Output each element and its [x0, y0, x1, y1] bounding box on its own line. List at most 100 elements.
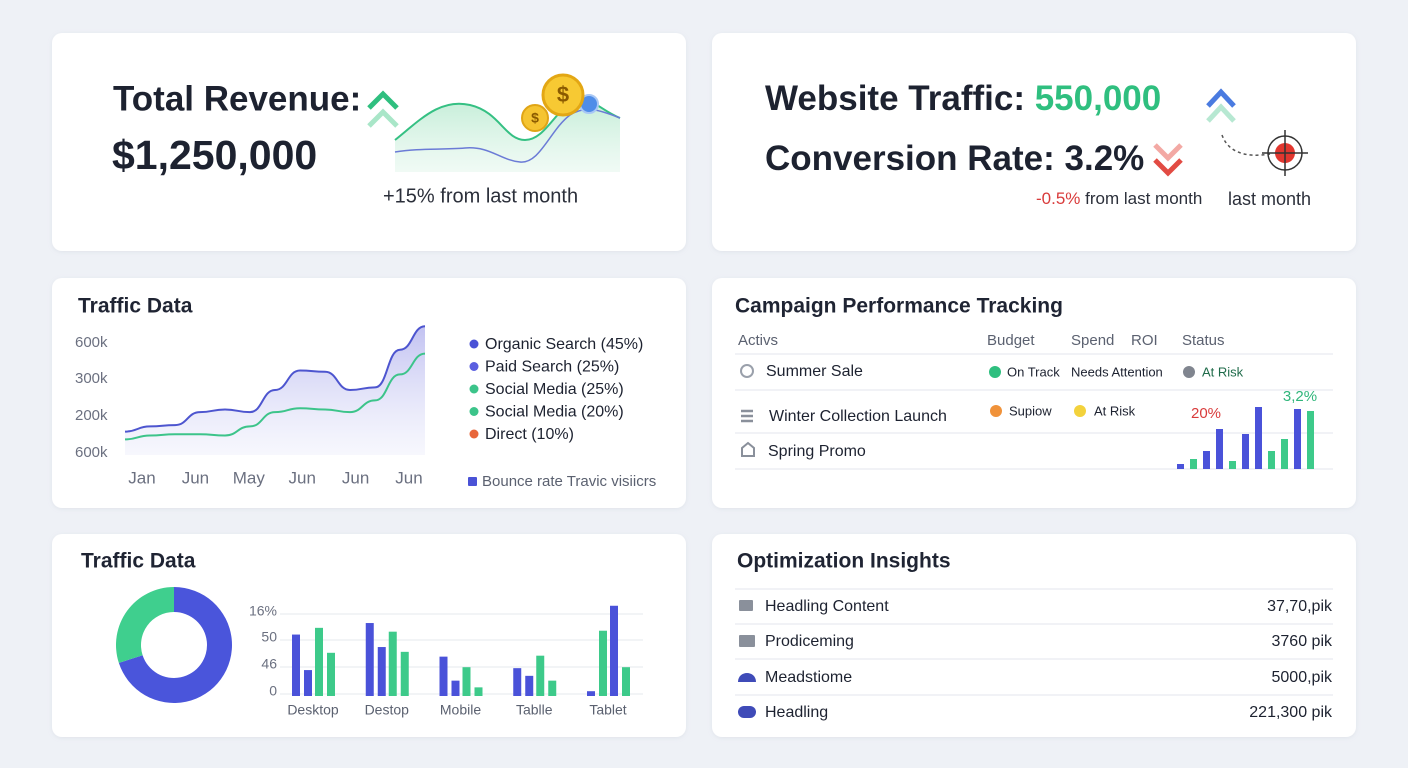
- x-tick-label: Tablle: [516, 702, 553, 718]
- section-title: Traffic Data: [78, 295, 193, 318]
- legend-dot: [469, 362, 479, 371]
- donut-slice: [115, 587, 174, 663]
- spend-label: Needs Attention: [1071, 364, 1163, 379]
- bar: [474, 687, 483, 696]
- y-tick-label: 200k: [75, 407, 108, 424]
- bar: [1268, 451, 1275, 469]
- section-title: Campaign Performance Tracking: [735, 295, 1063, 318]
- legend-label: Organic Search (45%): [485, 336, 643, 353]
- x-tick-label: Tablet: [589, 702, 626, 718]
- down-chevron: [1153, 143, 1183, 162]
- legend-dot: [469, 384, 479, 394]
- legend-label: Direct (10%): [485, 426, 574, 443]
- bar: [622, 667, 630, 696]
- line-chart: 600k 300k 200k 600k Jan Jun May Jun Jun Jun Organi…: [75, 325, 643, 487]
- bar: [377, 647, 386, 696]
- bar: [327, 652, 335, 696]
- row-icon: [738, 673, 756, 682]
- y-tick-label: 46: [261, 656, 277, 672]
- bar: [1242, 434, 1249, 469]
- bar: [536, 655, 545, 696]
- coin-symbol: $: [557, 82, 569, 107]
- status-label: At Risk: [1094, 403, 1136, 418]
- bar: [1203, 451, 1210, 469]
- insight-value: 37,70,pik: [1267, 598, 1333, 615]
- down-chevron: [1153, 158, 1183, 177]
- bar: [525, 675, 534, 696]
- revenue-title: Total Revenue:: [113, 79, 361, 118]
- legend-dot: [469, 407, 479, 416]
- bar: [388, 631, 397, 696]
- bar: [451, 680, 460, 696]
- donut-chart: [115, 587, 232, 703]
- insight-value: 221,300 pik: [1249, 704, 1333, 721]
- y-tick-label: 50: [261, 629, 277, 645]
- row-icon: [740, 364, 754, 378]
- traffic-title: Website Traffic: 550,000: [765, 79, 1161, 118]
- legend-swatch: [468, 477, 477, 486]
- insight-label: Headling: [765, 704, 828, 721]
- y-tick-label: 0: [269, 683, 277, 699]
- up-chevron: [367, 108, 399, 128]
- y-tick-label: 300k: [75, 370, 108, 387]
- campaign-name: Summer Sale: [766, 363, 863, 380]
- conversion-title-text: Conversion Rate:: [765, 139, 1055, 178]
- x-tick-label: Jan: [128, 468, 155, 487]
- bar: [462, 667, 471, 696]
- column-header: Budget: [987, 332, 1035, 349]
- line-series: [124, 325, 426, 433]
- status-dot: [1183, 366, 1195, 378]
- change-value: -0.5%: [1036, 189, 1080, 208]
- campaign-name: Winter Collection Launch: [769, 408, 947, 425]
- x-tick-label: Mobile: [440, 702, 481, 718]
- bar: [610, 605, 618, 696]
- bar: [1190, 459, 1197, 469]
- chart-label: 20%: [1191, 405, 1221, 422]
- sparkline-area: [395, 99, 620, 172]
- campaign-card: [712, 278, 1356, 508]
- legend-dot: [469, 429, 479, 439]
- traffic-title-text: Website Traffic:: [765, 79, 1025, 118]
- bar: [548, 680, 557, 696]
- coin: [541, 73, 585, 117]
- traffic-card: [712, 33, 1356, 251]
- row-icon: [741, 441, 755, 457]
- status-dot: [989, 366, 1001, 378]
- column-header: ROI: [1131, 332, 1158, 349]
- revenue-change: +15% from last month: [383, 185, 578, 207]
- status-label: At Risk: [1202, 364, 1244, 379]
- legend-dot: [469, 339, 479, 349]
- bar: [365, 623, 374, 696]
- bar-chart: 16% 50 46 0 Desktop Destop Mobile Tablle Tablet: [249, 603, 643, 718]
- bar: [599, 630, 607, 696]
- column-header: Activs: [738, 332, 778, 349]
- bar: [587, 691, 595, 696]
- conversion-title: Conversion Rate: 3.2%: [765, 139, 1144, 178]
- insights-card: [712, 534, 1356, 737]
- bar: [292, 634, 300, 696]
- y-tick-label: 600k: [75, 334, 108, 351]
- insight-label: Prodiceming: [765, 633, 854, 650]
- status-dot: [1074, 405, 1086, 417]
- row-icon: [739, 600, 753, 611]
- section-title: Optimization Insights: [737, 550, 951, 573]
- target-path: [1221, 134, 1271, 156]
- bar: [1177, 464, 1184, 469]
- bar: [1229, 461, 1236, 469]
- x-tick-label: Jun: [395, 468, 422, 487]
- x-tick-label: Jun: [342, 468, 369, 487]
- status-label: On Track: [1007, 364, 1060, 379]
- row-icon: [741, 409, 753, 423]
- insight-label: Meadstiome: [765, 669, 852, 686]
- x-tick-label: May: [233, 468, 266, 487]
- change-text: from last month: [1085, 189, 1202, 208]
- campaign-name: Spring Promo: [768, 443, 866, 460]
- insight-value: 3760 pik: [1272, 633, 1333, 650]
- bar: [513, 668, 522, 696]
- insight-value: 5000,pik: [1272, 669, 1333, 686]
- legend-label: Paid Search (25%): [485, 359, 619, 376]
- legend-label: Social Media (25%): [485, 381, 624, 398]
- target: [1262, 130, 1308, 176]
